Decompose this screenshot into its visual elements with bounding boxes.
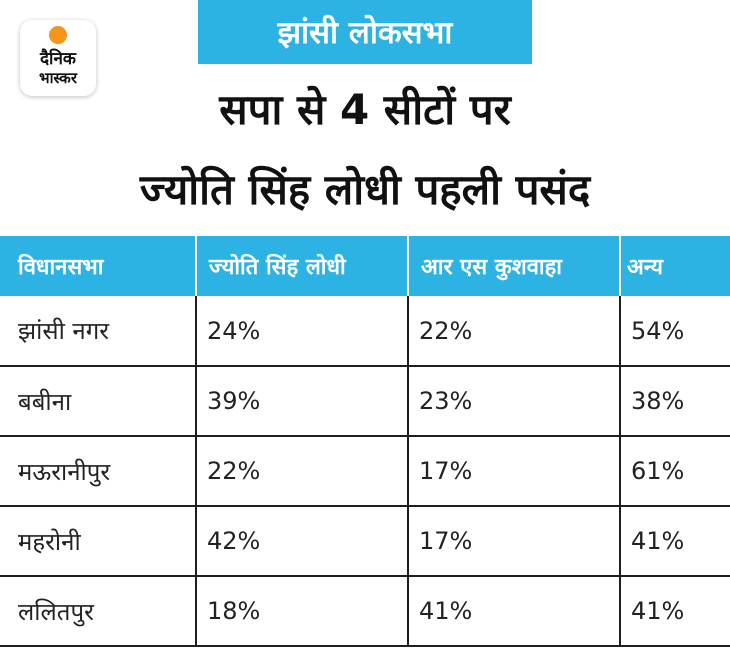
cell-kushwaha: 17%: [408, 506, 621, 577]
table-row: बबीना 39% 23% 38%: [0, 366, 730, 437]
table-row: ललितपुर 18% 41% 41%: [0, 576, 730, 647]
headline-line2: ज्योति सिंह लोधी पहली पसंद: [139, 165, 591, 214]
header-rs-kushwaha: आर एस कुशवाहा: [408, 236, 621, 296]
cell-other: 41%: [620, 506, 730, 577]
cell-jyoti: 18%: [196, 576, 409, 647]
cell-constituency: मऊरानीपुर: [0, 436, 197, 507]
cell-kushwaha: 17%: [408, 436, 621, 507]
sun-icon: [49, 26, 67, 44]
cell-kushwaha: 23%: [408, 366, 621, 437]
section-tag: झांसी लोकसभा: [198, 0, 532, 64]
table-header: विधानसभा ज्योति सिंह लोधी आर एस कुशवाहा …: [0, 236, 730, 296]
cell-constituency: बबीना: [0, 366, 197, 437]
cell-constituency: ललितपुर: [0, 576, 197, 647]
table-body: झांसी नगर 24% 22% 54% बबीना 39% 23% 38% …: [0, 296, 730, 647]
cell-constituency: झांसी नगर: [0, 296, 197, 367]
cell-jyoti: 42%: [196, 506, 409, 577]
cell-kushwaha: 41%: [408, 576, 621, 647]
headline-line1: सपा से 4 सीटों पर: [219, 85, 511, 134]
table-row: झांसी नगर 24% 22% 54%: [0, 296, 730, 367]
table-row: महरोनी 42% 17% 41%: [0, 506, 730, 577]
header-others: अन्य: [620, 236, 730, 296]
cell-kushwaha: 22%: [408, 296, 621, 367]
header-constituency: विधानसभा: [0, 236, 197, 296]
results-table: विधानसभा ज्योति सिंह लोधी आर एस कुशवाहा …: [0, 236, 730, 647]
dainik-bhaskar-logo: दैनिक भास्कर: [20, 20, 96, 96]
cell-constituency: महरोनी: [0, 506, 197, 577]
table-header-row: विधानसभा ज्योति सिंह लोधी आर एस कुशवाहा …: [0, 236, 730, 296]
cell-other: 38%: [620, 366, 730, 437]
cell-jyoti: 22%: [196, 436, 409, 507]
cell-other: 54%: [620, 296, 730, 367]
cell-other: 61%: [620, 436, 730, 507]
table-row: मऊरानीपुर 22% 17% 61%: [0, 436, 730, 507]
logo-text-line2: भास्कर: [39, 69, 77, 87]
cell-other: 41%: [620, 576, 730, 647]
logo-text-line1: दैनिक: [40, 49, 76, 69]
cell-jyoti: 24%: [196, 296, 409, 367]
header-jyoti-singh-lodhi: ज्योति सिंह लोधी: [196, 236, 409, 296]
cell-jyoti: 39%: [196, 366, 409, 437]
